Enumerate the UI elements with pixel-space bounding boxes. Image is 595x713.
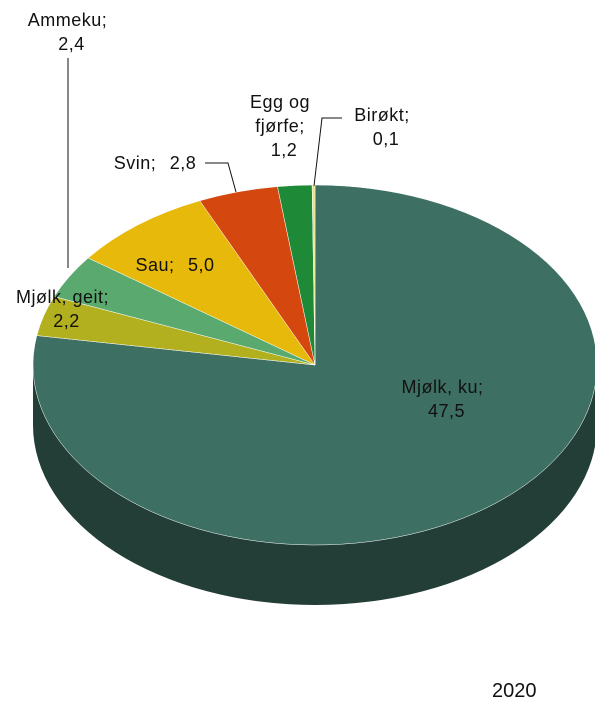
pie-tops xyxy=(32,184,595,546)
label-separator: ; xyxy=(103,287,110,307)
label-name: Mjølk, ku xyxy=(401,377,478,397)
leader-lines xyxy=(67,58,342,268)
label-value: 47,5 xyxy=(427,401,466,421)
pie-slice xyxy=(311,184,316,366)
label-separator: ; xyxy=(299,116,305,136)
data-label: Svin; 2,8 xyxy=(95,151,215,175)
label-name: Birøkt xyxy=(354,105,405,125)
label-name: Sau xyxy=(135,255,169,275)
leader-line xyxy=(205,162,237,193)
pie-slice xyxy=(87,200,316,366)
data-label: Ammeku; 2,4 xyxy=(10,8,125,56)
label-name: Ammeku xyxy=(27,10,102,30)
label-value: 2,4 xyxy=(58,34,85,54)
pie-sides xyxy=(33,365,595,605)
caption: 2020 xyxy=(492,680,537,702)
label-separator: ; xyxy=(477,377,484,397)
label-separator: ; xyxy=(150,153,157,173)
label-name: Mjølk, geit xyxy=(15,287,104,307)
label-separator: ; xyxy=(404,105,410,125)
leader-line xyxy=(313,117,342,187)
label-separator: ; xyxy=(101,10,108,30)
label-name: Egg og fjørfe xyxy=(249,92,311,136)
data-label: Birøkt; 0,1 xyxy=(337,103,427,151)
label-separator: ; xyxy=(168,255,175,275)
label-value: 0,1 xyxy=(372,129,400,149)
label-value: 1,2 xyxy=(270,140,298,160)
label-value: 2,2 xyxy=(53,311,80,331)
label-name: Svin xyxy=(113,153,151,173)
data-label: Egg og fjørfe; 1,2 xyxy=(240,90,320,162)
data-label: Sau; 5,0 xyxy=(120,253,230,277)
data-label: Mjølk, geit; 2,2 xyxy=(10,285,115,333)
data-label: Mjølk, ku; 47,5 xyxy=(385,375,500,423)
label-value: 2,8 xyxy=(169,153,197,173)
label-value: 5,0 xyxy=(188,255,215,275)
pie-side xyxy=(33,365,595,605)
